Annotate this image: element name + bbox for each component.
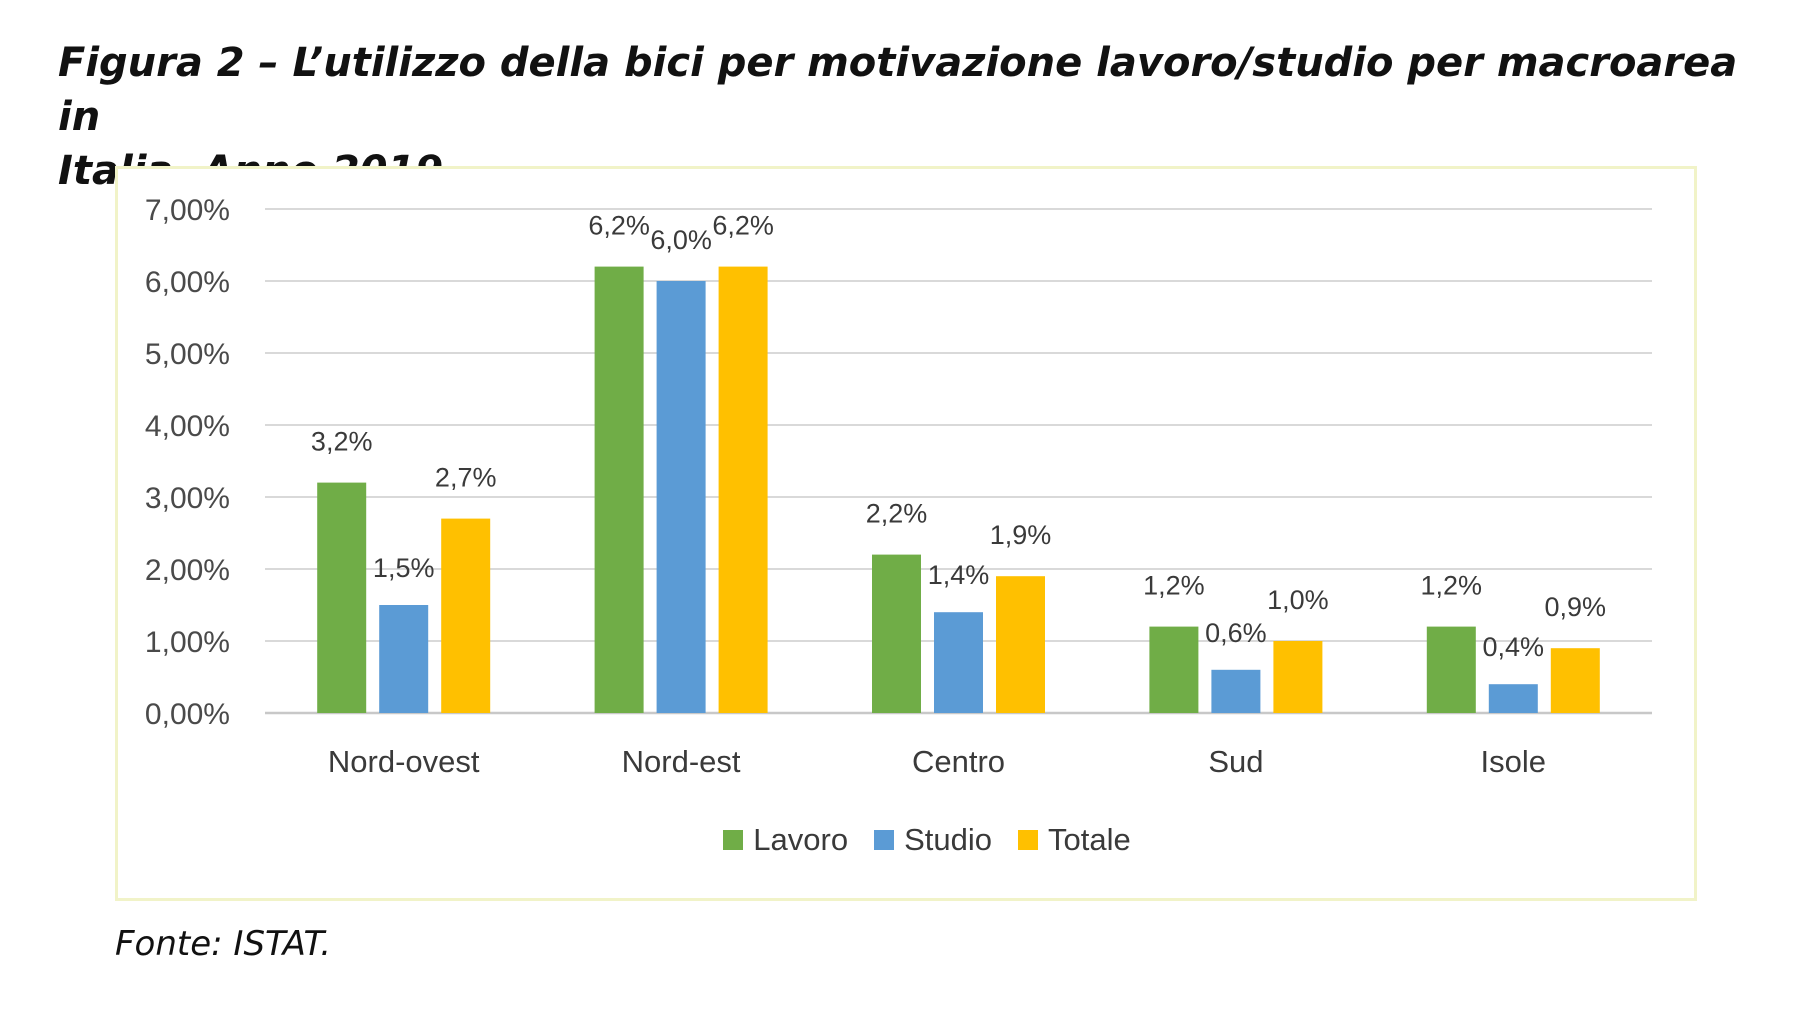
bar-totale-nord-ovest <box>441 518 491 713</box>
data-label-studio-nord-est: 6,0% <box>650 225 712 255</box>
legend-label-totale: Totale <box>1047 822 1131 857</box>
legend-item-studio: Studio <box>874 822 992 858</box>
legend-swatch-studio <box>874 830 895 850</box>
y-tick-label-5: 5,00% <box>145 338 230 371</box>
bar-lavoro-sud <box>1149 626 1199 713</box>
y-tick-label-0: 0,00% <box>145 698 230 731</box>
x-tick-label-sud: Sud <box>1208 744 1263 779</box>
data-label-lavoro-sud: 1,2% <box>1143 571 1205 601</box>
data-label-lavoro-nord-est: 6,2% <box>588 211 650 241</box>
legend-item-lavoro: Lavoro <box>723 822 848 858</box>
x-tick-label-centro: Centro <box>912 744 1005 779</box>
figure-title-line-1: Figura 2 – L’utilizzo della bici per mot… <box>58 40 1738 140</box>
data-label-totale-isole: 0,9% <box>1545 592 1607 622</box>
bar-lavoro-nord-ovest <box>317 482 367 713</box>
data-label-studio-sud: 0,6% <box>1205 618 1267 648</box>
bar-studio-nord-ovest <box>379 605 429 713</box>
bar-lavoro-centro <box>872 554 921 713</box>
x-tick-label-isole: Isole <box>1481 744 1546 779</box>
bar-totale-isole <box>1550 648 1600 713</box>
y-tick-label-4: 4,00% <box>145 410 230 443</box>
bar-totale-sud <box>1273 641 1323 713</box>
bar-lavoro-isole <box>1426 626 1476 713</box>
y-tick-label-1: 1,00% <box>145 626 230 659</box>
legend-item-totale: Totale <box>1017 822 1131 858</box>
data-label-lavoro-centro: 2,2% <box>866 499 928 529</box>
bar-totale-centro <box>996 576 1045 713</box>
legend-swatch-totale <box>1017 830 1038 850</box>
y-tick-label-7: 7,00% <box>145 194 230 227</box>
y-tick-label-3: 3,00% <box>145 482 230 515</box>
bar-studio-isole <box>1488 684 1538 713</box>
data-label-studio-isole: 0,4% <box>1483 632 1545 662</box>
chart-legend: Lavoro Studio Totale <box>0 822 1800 858</box>
data-label-lavoro-isole: 1,2% <box>1421 571 1483 601</box>
legend-label-lavoro: Lavoro <box>753 822 849 857</box>
data-label-totale-centro: 1,9% <box>990 520 1052 550</box>
bar-studio-nord-est <box>656 281 706 713</box>
y-tick-label-2: 2,00% <box>145 554 230 587</box>
bar-studio-sud <box>1211 669 1261 713</box>
data-label-totale-nord-ovest: 2,7% <box>435 463 497 493</box>
legend-label-studio: Studio <box>904 822 992 857</box>
legend-swatch-lavoro <box>723 830 744 850</box>
data-label-totale-sud: 1,0% <box>1267 585 1329 615</box>
data-label-studio-nord-ovest: 1,5% <box>373 553 435 583</box>
data-label-totale-nord-est: 6,2% <box>712 211 774 241</box>
x-tick-label-nord-est: Nord-est <box>622 744 741 779</box>
x-tick-label-nord-ovest: Nord-ovest <box>328 744 480 779</box>
bar-totale-nord-est <box>718 266 768 713</box>
chart-frame <box>115 166 1697 901</box>
y-tick-label-6: 6,00% <box>145 266 230 299</box>
data-label-studio-centro: 1,4% <box>928 560 990 590</box>
bar-lavoro-nord-est <box>594 266 644 713</box>
source-note: Fonte: ISTAT. <box>115 924 332 964</box>
bar-studio-centro <box>934 612 983 713</box>
data-label-lavoro-nord-ovest: 3,2% <box>311 427 373 457</box>
